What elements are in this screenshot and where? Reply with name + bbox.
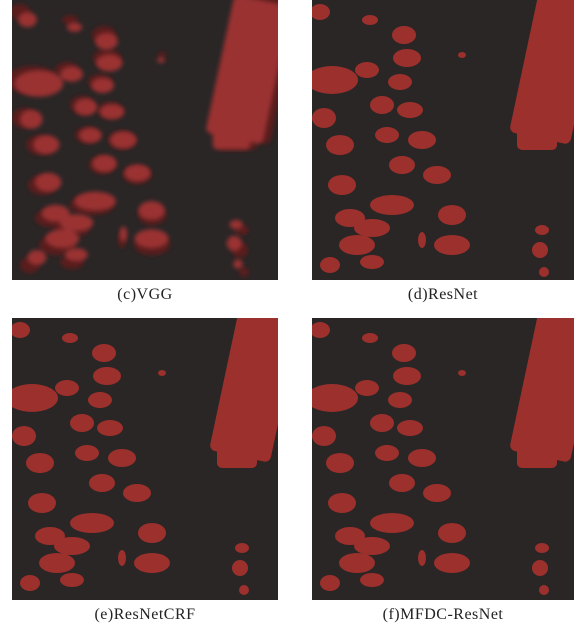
- segmentation-image: [312, 318, 574, 600]
- segmentation-image: [312, 0, 574, 280]
- segmentation-image: [12, 0, 278, 280]
- figure: (c)VGG (d)ResNet (e)ResNetCRF (f)MFDC-Re…: [0, 0, 584, 632]
- segmentation-image: [12, 318, 278, 600]
- caption: (e)ResNetCRF: [10, 606, 280, 624]
- caption: (f)MFDC-ResNet: [308, 606, 578, 624]
- caption: (d)ResNet: [308, 286, 578, 304]
- caption: (c)VGG: [10, 286, 280, 304]
